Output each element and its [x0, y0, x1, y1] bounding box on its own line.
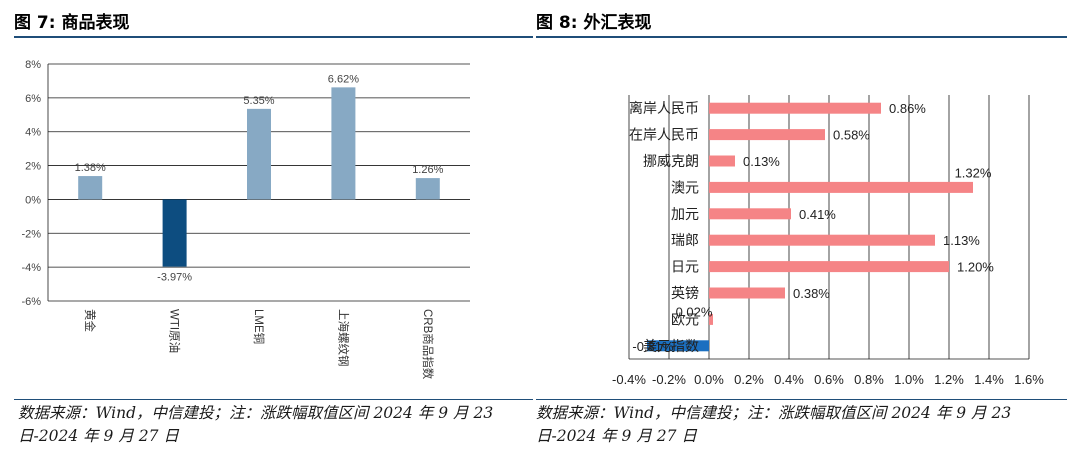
- fx-bar: [709, 313, 713, 325]
- commodity-category-label: WTI原油: [168, 309, 182, 353]
- fx-bar: [709, 181, 973, 193]
- fx-data-label: 0.86%: [889, 101, 926, 116]
- commodity-category-label: 上海螺纹钢: [336, 309, 350, 367]
- x-tick-label: -0.4%: [612, 372, 646, 387]
- fx-bar-chart: -0.4% -0.2% 0.0% 0.2% 0.4% 0.6% 0.8% 1.0% 1.2% 1.…: [612, 95, 1044, 387]
- fx-category-label: 加元: [671, 206, 699, 222]
- y-tick-label: 8%: [25, 59, 41, 71]
- fx-category-label: 离岸人民币: [629, 100, 699, 116]
- fx-category-label: 挪威克朗: [643, 153, 699, 169]
- fx-bar: [709, 102, 881, 114]
- fx-data-label: 0.13%: [743, 154, 780, 169]
- right-bottom-rule: [536, 399, 1067, 400]
- commodity-bar: [331, 87, 356, 200]
- fx-data-label: 0.58%: [833, 128, 870, 143]
- fx-category-label: 日元: [671, 259, 699, 275]
- charts-canvas: -6% -4% -2% 0% 2% 4% 6% 8% 1.38% 黄金 -3.97% WTI原油 5.3…: [21, 59, 1044, 387]
- fx-category-label: 瑞郎: [671, 232, 699, 248]
- y-tick-label: -2%: [21, 228, 41, 240]
- fx-chart-title: 图 8: 外汇表现: [536, 13, 652, 33]
- fx-category-label: 澳元: [671, 179, 699, 195]
- fx-bar: [709, 208, 791, 220]
- fx-data-label: 1.20%: [957, 260, 994, 275]
- left-header-rule: [14, 36, 533, 38]
- fx-category-label: 美元指数: [643, 338, 699, 354]
- commodity-source-note: 数据来源：Wind，中信建投；注：涨跌幅取值区间 2024 年 9 月 23 日…: [18, 404, 494, 445]
- x-tick-label: 0.8%: [854, 372, 884, 387]
- x-tick-label: 1.2%: [934, 372, 964, 387]
- left-bottom-rule: [14, 399, 533, 400]
- x-tick-label: 0.4%: [774, 372, 804, 387]
- fx-source-note: 数据来源：Wind，中信建投；注：涨跌幅取值区间 2024 年 9 月 23 日…: [536, 404, 1012, 445]
- y-tick-label: 2%: [25, 161, 41, 173]
- fx-bar: [709, 234, 935, 246]
- fx-data-label: 0.02%: [676, 304, 713, 319]
- commodity-bar: [415, 178, 440, 200]
- right-header-rule: [536, 36, 1067, 38]
- x-tick-label: 0.2%: [734, 372, 764, 387]
- commodity-chart-title: 图 7: 商品表现: [14, 13, 130, 33]
- fx-category-label: 欧元: [671, 311, 699, 327]
- fx-bar: [709, 261, 949, 273]
- x-tick-label: 1.4%: [974, 372, 1004, 387]
- fx-data-label: 1.13%: [943, 233, 980, 248]
- fx-bar: [709, 287, 785, 299]
- fx-bar: [709, 155, 735, 167]
- fx-category-label: 在岸人民币: [629, 127, 699, 143]
- commodity-data-label: 1.38%: [75, 162, 106, 174]
- x-tick-label: 1.6%: [1014, 372, 1044, 387]
- fx-data-label: 0.38%: [793, 286, 830, 301]
- y-tick-label: 0%: [25, 194, 41, 206]
- y-tick-label: 6%: [25, 93, 41, 105]
- x-tick-label: -0.2%: [652, 372, 686, 387]
- fx-data-label: -0.31%: [632, 339, 674, 354]
- fx-data-label: 1.32%: [955, 165, 992, 180]
- y-tick-label: 4%: [25, 127, 41, 139]
- fx-bar: [709, 129, 825, 141]
- commodity-bar-chart: -6% -4% -2% 0% 2% 4% 6% 8% 1.38% 黄金 -3.97% WTI原油 5.3…: [21, 59, 470, 380]
- commodity-data-label: -3.97%: [157, 272, 192, 284]
- x-tick-label: 0.0%: [694, 372, 724, 387]
- fx-data-label: 0.41%: [799, 207, 836, 222]
- fx-category-label: 英镑: [671, 285, 699, 301]
- x-tick-label: 0.6%: [814, 372, 844, 387]
- commodity-category-label: 黄金: [83, 309, 97, 332]
- commodity-bar: [247, 108, 271, 200]
- commodity-category-label: LME铜: [252, 309, 266, 344]
- x-tick-label: 1.0%: [894, 372, 924, 387]
- fx-bar: [647, 340, 709, 352]
- y-tick-label: -6%: [21, 296, 41, 308]
- commodity-bar: [78, 176, 103, 200]
- commodity-data-label: 6.62%: [328, 73, 359, 85]
- commodity-data-label: 5.35%: [243, 95, 274, 107]
- commodity-category-label: CRB商品指数: [421, 309, 435, 380]
- commodity-data-label: 1.26%: [412, 164, 443, 176]
- commodity-bar: [162, 199, 187, 267]
- y-tick-label: -4%: [21, 262, 41, 274]
